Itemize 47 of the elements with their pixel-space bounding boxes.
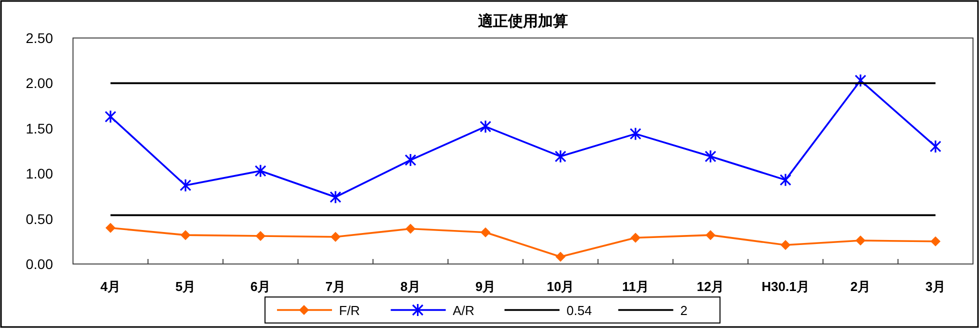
legend-label: 0.54 bbox=[566, 303, 592, 318]
point bbox=[406, 224, 416, 234]
x-tick-label: 11月 bbox=[622, 279, 649, 294]
x-tick-label: H30.1月 bbox=[762, 279, 810, 294]
x-tick-label: 8月 bbox=[400, 279, 421, 294]
point bbox=[256, 230, 266, 241]
point bbox=[930, 236, 940, 246]
point bbox=[854, 74, 866, 88]
y-tick-label: 0.50 bbox=[26, 210, 54, 227]
x-tick-label: 3月 bbox=[925, 279, 946, 294]
point bbox=[856, 235, 866, 246]
x-tick-label: 2月 bbox=[850, 279, 871, 294]
point bbox=[104, 110, 116, 124]
y-tick-label: 0.00 bbox=[26, 256, 54, 272]
point bbox=[404, 153, 416, 167]
legend-label: 2 bbox=[680, 303, 688, 318]
point bbox=[180, 178, 192, 192]
x-tick-label: 9月 bbox=[475, 279, 496, 294]
point bbox=[780, 240, 790, 250]
x-tick-label: 5月 bbox=[175, 279, 196, 294]
point bbox=[480, 120, 492, 134]
point bbox=[706, 230, 716, 240]
legend-label: F/R bbox=[339, 303, 360, 318]
point bbox=[180, 230, 190, 240]
y-tick-label: 2.50 bbox=[26, 30, 54, 46]
point bbox=[704, 150, 716, 164]
point bbox=[554, 150, 566, 164]
x-tick-label: 10月 bbox=[546, 279, 574, 294]
y-tick-label: 1.00 bbox=[26, 166, 54, 182]
point bbox=[630, 232, 640, 243]
point bbox=[330, 232, 340, 242]
chart-title: 適正使用加算 bbox=[477, 12, 568, 30]
y-tick-label: 2.00 bbox=[26, 75, 54, 92]
point bbox=[480, 227, 490, 238]
legend-label: A/R bbox=[452, 303, 474, 318]
point bbox=[930, 140, 942, 154]
point bbox=[330, 190, 342, 204]
point bbox=[254, 164, 266, 178]
x-tick-label: 4月 bbox=[100, 279, 121, 294]
x-tick-label: 6月 bbox=[250, 279, 271, 294]
x-tick-label: 12月 bbox=[696, 279, 724, 294]
y-tick-label: 1.50 bbox=[26, 120, 54, 136]
point bbox=[780, 173, 792, 187]
point bbox=[630, 127, 642, 141]
point bbox=[556, 252, 566, 262]
x-tick-label: 7月 bbox=[325, 279, 346, 294]
point bbox=[106, 222, 116, 233]
